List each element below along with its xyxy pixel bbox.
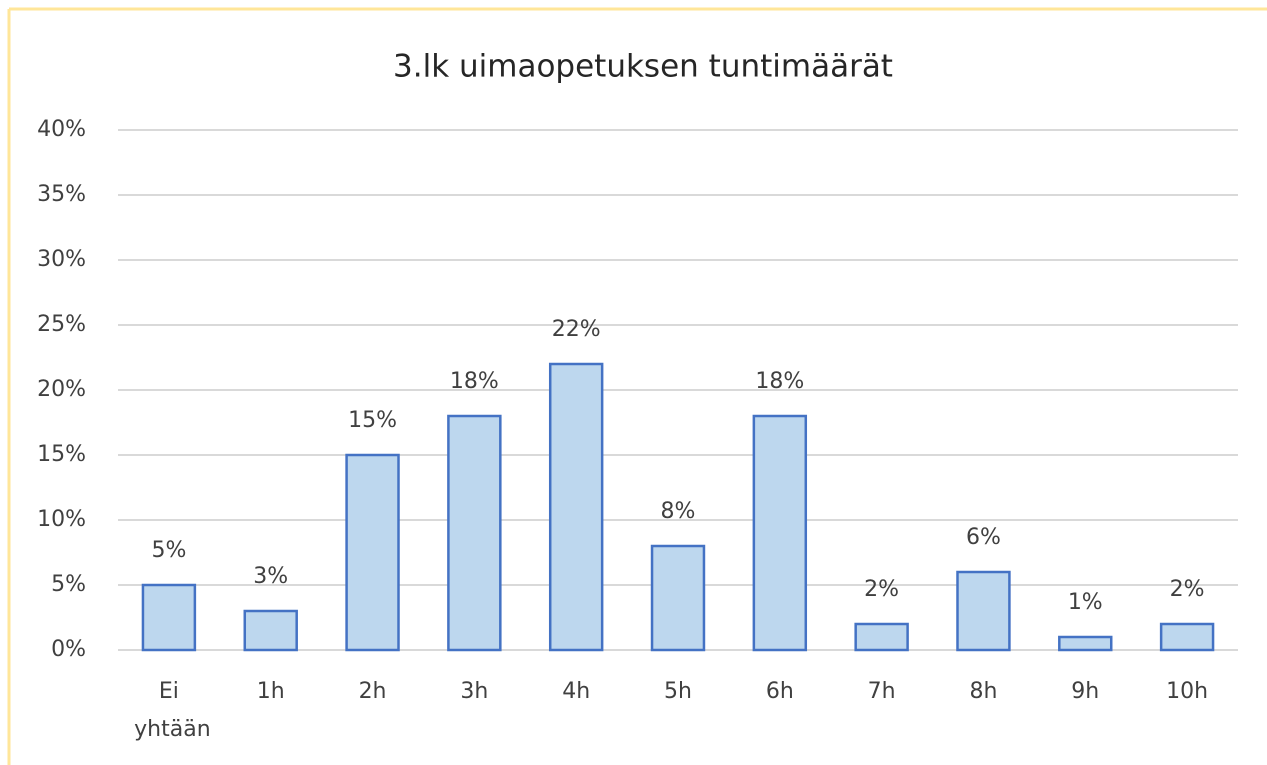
data-label: 1%: [1068, 590, 1103, 615]
data-label: 22%: [552, 317, 601, 342]
data-label: 2%: [1170, 577, 1205, 602]
bar: [548, 362, 604, 652]
data-label: 15%: [348, 408, 397, 433]
bar: [956, 570, 1011, 652]
data-label: 5%: [151, 538, 186, 563]
bar: [1159, 622, 1215, 652]
bar: [141, 583, 197, 652]
y-tick-label: 40%: [37, 117, 86, 142]
y-tick-label: 5%: [51, 572, 86, 597]
data-label: 18%: [755, 369, 804, 394]
y-tick-label: 35%: [37, 182, 86, 207]
x-tick-label: 4h: [562, 679, 590, 704]
x-tick-label: 7h: [868, 679, 896, 704]
bar: [752, 414, 808, 652]
y-tick-label: 20%: [37, 377, 86, 402]
bar: [243, 609, 298, 652]
x-tick-label: 2h: [359, 679, 387, 704]
data-label: 3%: [253, 564, 288, 589]
y-tick-label: 30%: [37, 247, 86, 272]
x-tick-label: 1h: [257, 679, 285, 704]
y-tick-label: 25%: [37, 312, 86, 337]
bar: [650, 544, 706, 652]
y-tick-label: 10%: [37, 507, 86, 532]
data-label: 2%: [864, 577, 899, 602]
y-tick-label: 0%: [51, 637, 86, 662]
x-tick-label: 5h: [664, 679, 692, 704]
data-label: 8%: [661, 499, 696, 524]
x-tick-label: 10h: [1166, 679, 1208, 704]
x-tick-label: 9h: [1071, 679, 1099, 704]
data-label: 6%: [966, 525, 1001, 550]
bar: [1058, 635, 1113, 652]
x-tick-label: 6h: [766, 679, 794, 704]
x-tick-label: Ei yhtään: [127, 679, 211, 742]
x-tick-label: 3h: [460, 679, 488, 704]
bar: [345, 453, 400, 652]
bar: [447, 414, 502, 652]
chart-title: 3.lk uimaopetuksen tuntimäärät: [393, 49, 893, 85]
data-label: 18%: [450, 369, 499, 394]
x-tick-label: 8h: [969, 679, 997, 704]
bar: [854, 622, 909, 652]
y-tick-label: 15%: [37, 442, 86, 467]
